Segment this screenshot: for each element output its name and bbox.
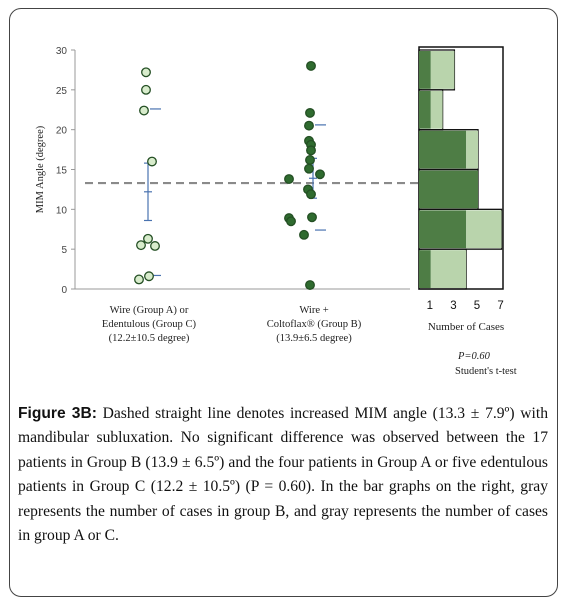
data-point [299,229,309,240]
y-tick-label: 20 [56,126,68,137]
bar-group-ac [466,130,478,169]
hist-tick-label: 1 [427,300,433,312]
caption-text: Dashed straight line denotes increased M… [18,405,549,545]
y-tick-label: 25 [56,86,68,97]
y-axis-label: MIM Angle (degree) [35,125,46,213]
data-point [306,189,316,200]
bar-group-b [419,170,478,209]
data-point [134,274,144,285]
y-tick-label: 15 [56,166,68,177]
data-point [305,280,315,290]
group-label: Wire (Group A) or [110,305,189,316]
bar-group-ac [430,90,443,129]
data-point [306,60,316,71]
y-tick-label: 10 [56,205,68,216]
caption-lead: Figure 3B: [18,405,97,422]
group-label: (12.2±10.5 degree) [109,333,190,344]
data-point [136,240,146,251]
bar-group-b [419,51,431,89]
data-point [305,107,315,118]
group-label: Coltoflax® (Group B) [267,319,362,330]
data-point [307,212,317,223]
data-point [147,156,157,167]
group-label: Wire + [299,305,328,316]
data-point [141,84,151,95]
figure-caption: Figure 3B: Dashed straight line denotes … [18,402,548,548]
hist-tick-label: 5 [474,300,480,312]
bar-group-ac [430,250,467,288]
data-point [150,241,160,251]
hist-tick-label: 3 [450,300,456,312]
y-tick-label: 30 [56,46,68,57]
bar-group-b [419,210,467,249]
data-point [284,174,294,185]
data-point [286,216,296,227]
bar-group-b [419,90,431,129]
data-point [139,105,149,116]
bar-group-ac [466,210,502,249]
data-point [304,120,314,131]
bar-group-ac [430,51,455,89]
y-tick-label: 5 [61,245,67,256]
data-point [143,233,153,244]
data-point [306,145,316,156]
bar-group-b [419,130,467,169]
figure-frame [9,8,558,597]
group-label: (13.9±6.5 degree) [276,333,352,344]
hist-tick-label: 7 [497,300,503,312]
bar-group-b [419,250,431,288]
data-point [141,67,151,78]
data-point [315,169,325,180]
group-label: Edentulous (Group C) [102,319,197,330]
data-point [304,163,314,174]
data-point [305,154,315,165]
test-name: Student's t-test [455,366,517,377]
y-tick-label: 0 [61,285,67,296]
p-value: P=0.60 [457,351,491,362]
hist-axis-label: Number of Cases [428,321,504,333]
data-point [144,271,154,282]
